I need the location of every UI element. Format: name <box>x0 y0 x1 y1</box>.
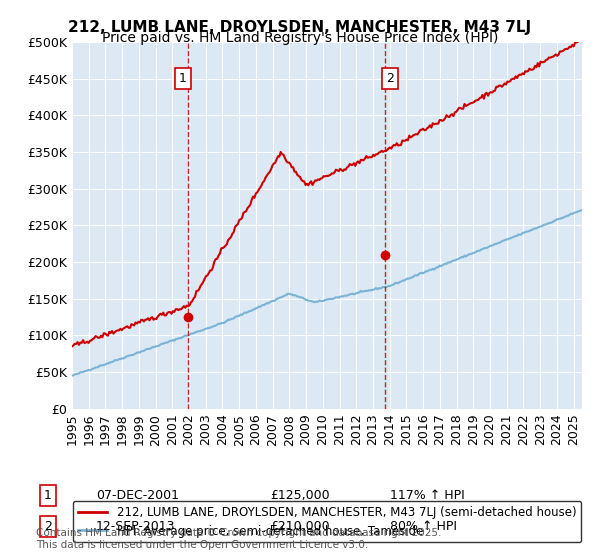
Text: 1: 1 <box>44 489 52 502</box>
Text: 80% ↑ HPI: 80% ↑ HPI <box>390 520 457 533</box>
Text: £210,000: £210,000 <box>270 520 329 533</box>
Text: 2: 2 <box>386 72 394 85</box>
Text: 1: 1 <box>179 72 187 85</box>
Text: 07-DEC-2001: 07-DEC-2001 <box>96 489 179 502</box>
Legend: 212, LUMB LANE, DROYLSDEN, MANCHESTER, M43 7LJ (semi-detached house), HPI: Avera: 212, LUMB LANE, DROYLSDEN, MANCHESTER, M… <box>73 501 581 542</box>
Text: 12-SEP-2013: 12-SEP-2013 <box>96 520 176 533</box>
Text: 2: 2 <box>44 520 52 533</box>
Text: 212, LUMB LANE, DROYLSDEN, MANCHESTER, M43 7LJ: 212, LUMB LANE, DROYLSDEN, MANCHESTER, M… <box>68 20 532 35</box>
Text: Contains HM Land Registry data © Crown copyright and database right 2025.
This d: Contains HM Land Registry data © Crown c… <box>36 528 442 550</box>
Text: Price paid vs. HM Land Registry's House Price Index (HPI): Price paid vs. HM Land Registry's House … <box>102 31 498 45</box>
Text: 117% ↑ HPI: 117% ↑ HPI <box>390 489 465 502</box>
Text: £125,000: £125,000 <box>270 489 329 502</box>
